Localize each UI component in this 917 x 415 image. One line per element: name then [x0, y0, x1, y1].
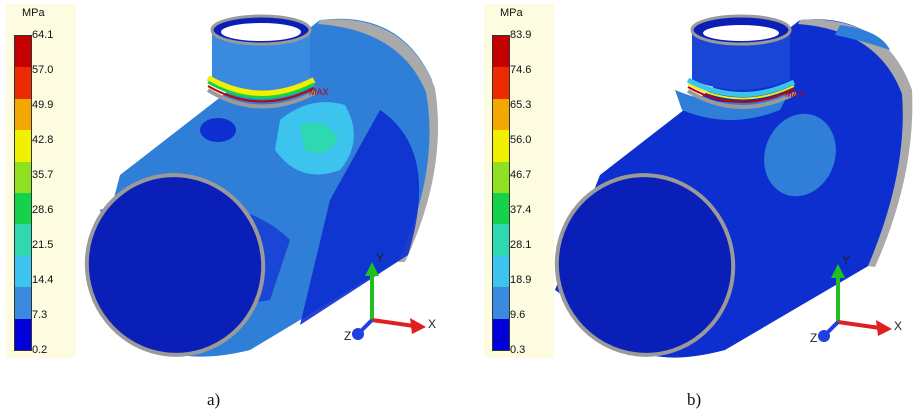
coordinate-axes-icon: Y X Z: [344, 251, 436, 343]
legend-swatch: [15, 224, 31, 256]
legend-swatch: [15, 287, 31, 319]
legend-value: 74.6: [510, 64, 532, 76]
legend-value: 57.0: [32, 64, 54, 76]
legend-swatch: [493, 255, 509, 288]
legend-swatch: [15, 255, 31, 288]
legend-value: 37.4: [510, 204, 532, 216]
legend-swatch: [15, 98, 31, 131]
legend-swatch: [15, 192, 31, 225]
axis-label-x: X: [894, 319, 902, 333]
legend-value: 28.6: [32, 204, 54, 216]
legend-swatch: [493, 318, 509, 350]
legend-value: 35.7: [32, 169, 54, 181]
legend-swatch: [15, 318, 31, 350]
stress-panel-a: MPa 64.1 57.0 49.9 42.8 35.7 28.6 21.5 1…: [0, 0, 455, 415]
legend-swatch: [15, 67, 31, 99]
legend-swatch: [493, 192, 509, 225]
legend-swatch: [15, 130, 31, 162]
legend-value: 18.9: [510, 274, 532, 286]
legend-unit: MPa: [22, 7, 45, 19]
stress-panel-b: MPa 83.9 74.6 65.3 56.0 46.7 37.4 28.1 1…: [460, 0, 915, 415]
max-marker: MAX: [785, 89, 805, 99]
legend-value: 7.3: [32, 309, 48, 321]
legend-value: 42.8: [32, 134, 54, 146]
legend-swatch: [493, 224, 509, 256]
legend-value: 65.3: [510, 99, 532, 111]
legend-unit: MPa: [500, 7, 523, 19]
axis-label-x: X: [428, 317, 436, 331]
axis-label-y: Y: [842, 253, 850, 267]
pipe-tee-model-icon: MAX Y X Z: [84, 14, 439, 357]
panel-caption: a): [207, 390, 221, 409]
legend-swatch: [493, 98, 509, 131]
legend-value: 21.5: [32, 239, 54, 251]
pipe-tee-model-icon: MAX Y X Z: [554, 14, 913, 358]
panel-caption: b): [687, 390, 702, 409]
stress-legend: MPa 64.1 57.0 49.9 42.8 35.7 28.6 21.5 1…: [6, 4, 76, 358]
legend-swatch: [15, 161, 31, 193]
axis-label-z: Z: [810, 331, 817, 345]
legend-value: 46.7: [510, 169, 532, 181]
stress-legend: MPa 83.9 74.6 65.3 56.0 46.7 37.4 28.1 1…: [484, 4, 554, 358]
coordinate-axes-icon: Y X Z: [810, 253, 902, 345]
axis-label-y: Y: [376, 251, 384, 265]
legend-value: 83.9: [510, 29, 532, 41]
legend-swatch: [493, 67, 509, 99]
legend-value: 0.3: [510, 344, 526, 356]
legend-value: 28.1: [510, 239, 532, 251]
legend-value: 9.6: [510, 309, 526, 321]
legend-value: 49.9: [32, 99, 54, 111]
legend-value: 64.1: [32, 29, 54, 41]
max-marker: MAX: [309, 87, 329, 97]
legend-color-bar: [492, 35, 510, 351]
legend-swatch: [493, 130, 509, 162]
legend-swatch: [493, 161, 509, 193]
axis-label-z: Z: [344, 329, 351, 343]
legend-swatch: [493, 36, 509, 68]
legend-swatch: [15, 36, 31, 68]
legend-swatch: [493, 287, 509, 319]
legend-value: 0.2: [32, 344, 48, 356]
legend-value: 14.4: [32, 274, 54, 286]
legend-value: 56.0: [510, 134, 532, 146]
legend-color-bar: [14, 35, 32, 351]
